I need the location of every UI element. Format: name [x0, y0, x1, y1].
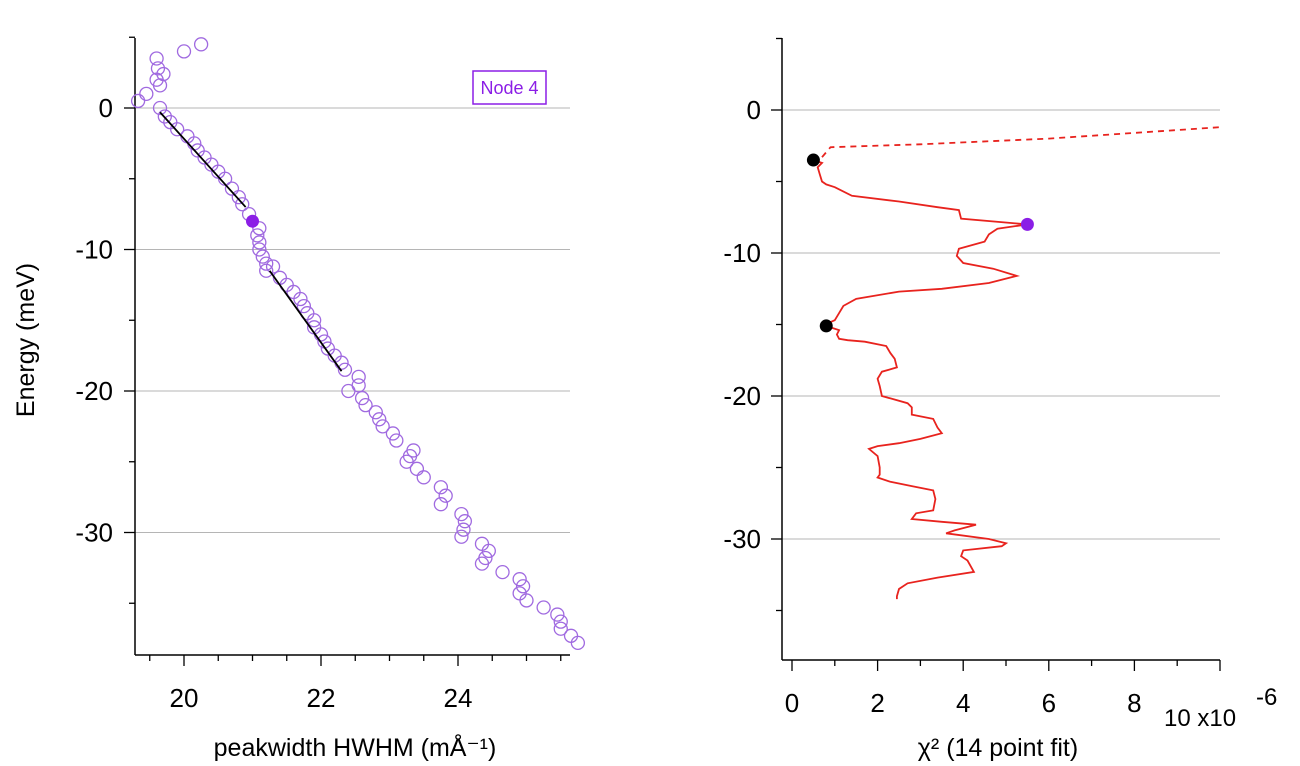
data-point: [438, 488, 453, 503]
data-point: [495, 564, 510, 580]
x-tick-label: 4: [956, 688, 970, 718]
data-point: [515, 579, 531, 594]
y-tick-label: -20: [75, 376, 113, 406]
x-exponent-label: 10 x10: [1164, 705, 1236, 732]
y-tick-label: -10: [75, 235, 113, 265]
data-point: [550, 607, 565, 622]
data-point: [457, 514, 473, 529]
fit-line: [159, 111, 247, 208]
data-point: [130, 93, 146, 109]
marker-point: [819, 319, 833, 333]
data-point: [474, 556, 490, 571]
data-point: [187, 136, 202, 151]
left-chart-peakwidth: 0 -10 -20 -30 20 22 24 peakwidth HWHM (mÅ⁻¹) Ene…: [12, 36, 586, 762]
data-point: [456, 522, 471, 537]
data-point: [231, 189, 246, 205]
y-tick-label: -20: [723, 381, 761, 411]
data-point: [433, 480, 449, 495]
highlight-point: [246, 214, 259, 228]
data-point: [454, 506, 469, 522]
data-point: [389, 433, 404, 448]
highlight-point: [1020, 217, 1034, 231]
data-point: [512, 586, 527, 601]
fit-line: [268, 270, 343, 372]
x-tick-label: 24: [444, 683, 473, 713]
x-axis-label: χ² (14 point fit): [918, 734, 1078, 762]
data-point: [341, 383, 356, 399]
data-point: [512, 572, 527, 587]
legend-node-4: Node 4: [472, 70, 547, 105]
data-point: [252, 221, 267, 236]
x-tick-label: 6: [1042, 688, 1056, 718]
data-point: [399, 454, 414, 469]
data-point: [474, 536, 490, 551]
y-tick-label: 0: [747, 95, 761, 125]
data-point: [250, 228, 265, 243]
x-tick-label: 0: [785, 688, 799, 718]
y-axis-label: Energy (meV): [12, 263, 40, 417]
data-point: [354, 390, 370, 406]
data-point: [149, 51, 164, 66]
data-point: [536, 600, 551, 615]
data-point: [372, 412, 387, 427]
data-point: [337, 362, 353, 377]
y-tick-label: 0: [99, 93, 113, 123]
right-chart-chi-square: 0 -10 -20 -30 0 2 4 6 8 10 x10 -6 χ² (14 point fit): [723, 37, 1277, 762]
data-point: [296, 298, 312, 314]
x-axis-label: peakwidth HWHM (mÅ⁻¹): [214, 732, 497, 762]
data-point: [259, 263, 274, 278]
data-point: [313, 327, 329, 342]
y-tick-label: -10: [723, 238, 761, 268]
data-point: [157, 109, 172, 124]
data-point: [193, 37, 209, 52]
data-point: [553, 614, 568, 629]
data-point: [252, 235, 267, 250]
data-point: [416, 470, 431, 485]
legend-label: Node 4: [480, 78, 538, 98]
data-point: [481, 543, 496, 559]
data-point: [150, 61, 166, 76]
data-point: [139, 86, 154, 101]
y-tick-label: -30: [723, 524, 761, 554]
x-exponent-power: -6: [1256, 684, 1277, 711]
data-point: [176, 44, 192, 59]
data-point: [252, 242, 267, 257]
data-point: [259, 256, 274, 271]
legend-box: [472, 70, 547, 105]
x-tick-label: 2: [870, 688, 884, 718]
data-point: [265, 259, 281, 274]
data-point: [351, 369, 366, 385]
data-point: [563, 628, 579, 643]
data-point: [519, 593, 534, 608]
data-point: [358, 397, 373, 413]
x-tick-label: 22: [307, 683, 336, 713]
data-point: [255, 249, 270, 264]
dashed-series-line: [821, 126, 1221, 158]
data-point: [235, 197, 250, 212]
x-tick-label: 8: [1127, 688, 1141, 718]
marker-point: [806, 153, 820, 167]
data-point: [433, 497, 449, 512]
data-point: [385, 426, 401, 441]
x-tick-label: 20: [170, 683, 199, 713]
chi-square-line: [813, 159, 1028, 600]
data-point: [152, 78, 168, 93]
data-point: [570, 635, 586, 651]
data-point: [351, 378, 366, 393]
data-point: [293, 291, 308, 307]
data-point: [553, 621, 568, 636]
data-point: [306, 313, 322, 328]
data-point: [169, 122, 185, 137]
data-point: [152, 100, 168, 116]
data-point: [409, 461, 425, 476]
data-point: [368, 405, 383, 420]
y-tick-label: -30: [75, 518, 113, 548]
data-point: [454, 529, 469, 544]
data-point: [375, 419, 390, 434]
data-point: [334, 355, 349, 370]
